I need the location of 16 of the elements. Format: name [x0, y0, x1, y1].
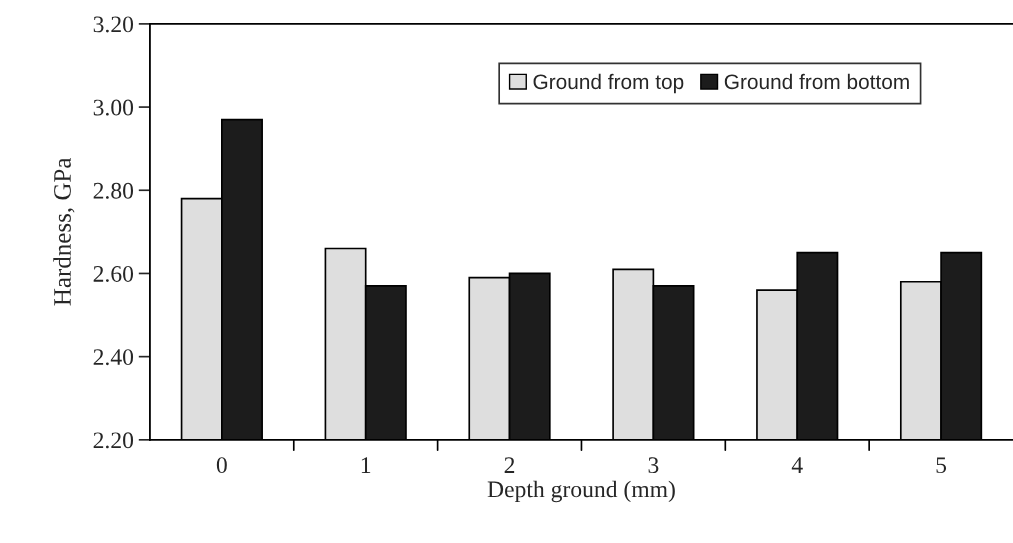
legend-label: Ground from bottom: [724, 73, 909, 90]
y-tick-label: 3.20: [93, 16, 134, 33]
x-tick-label: 4: [791, 457, 803, 473]
x-tick-label: 3: [648, 457, 659, 474]
y-tick-label: 2.80: [93, 182, 134, 199]
y-tick-label: 2.60: [93, 265, 134, 282]
x-tick-label: 2: [504, 457, 515, 473]
x-tick-label: 1: [361, 457, 371, 473]
legend-label: Ground from top: [533, 73, 684, 94]
x-tick-label: 5: [936, 457, 947, 474]
x-tick-label: 0: [216, 457, 227, 474]
y-tick-label: 3.00: [93, 99, 134, 116]
y-axis-title: Hardness, GPa: [53, 157, 75, 306]
y-tick-label: 2.20: [93, 432, 134, 449]
y-tick-label: 2.40: [93, 349, 134, 366]
x-axis-title: Depth ground (mm): [487, 480, 675, 503]
